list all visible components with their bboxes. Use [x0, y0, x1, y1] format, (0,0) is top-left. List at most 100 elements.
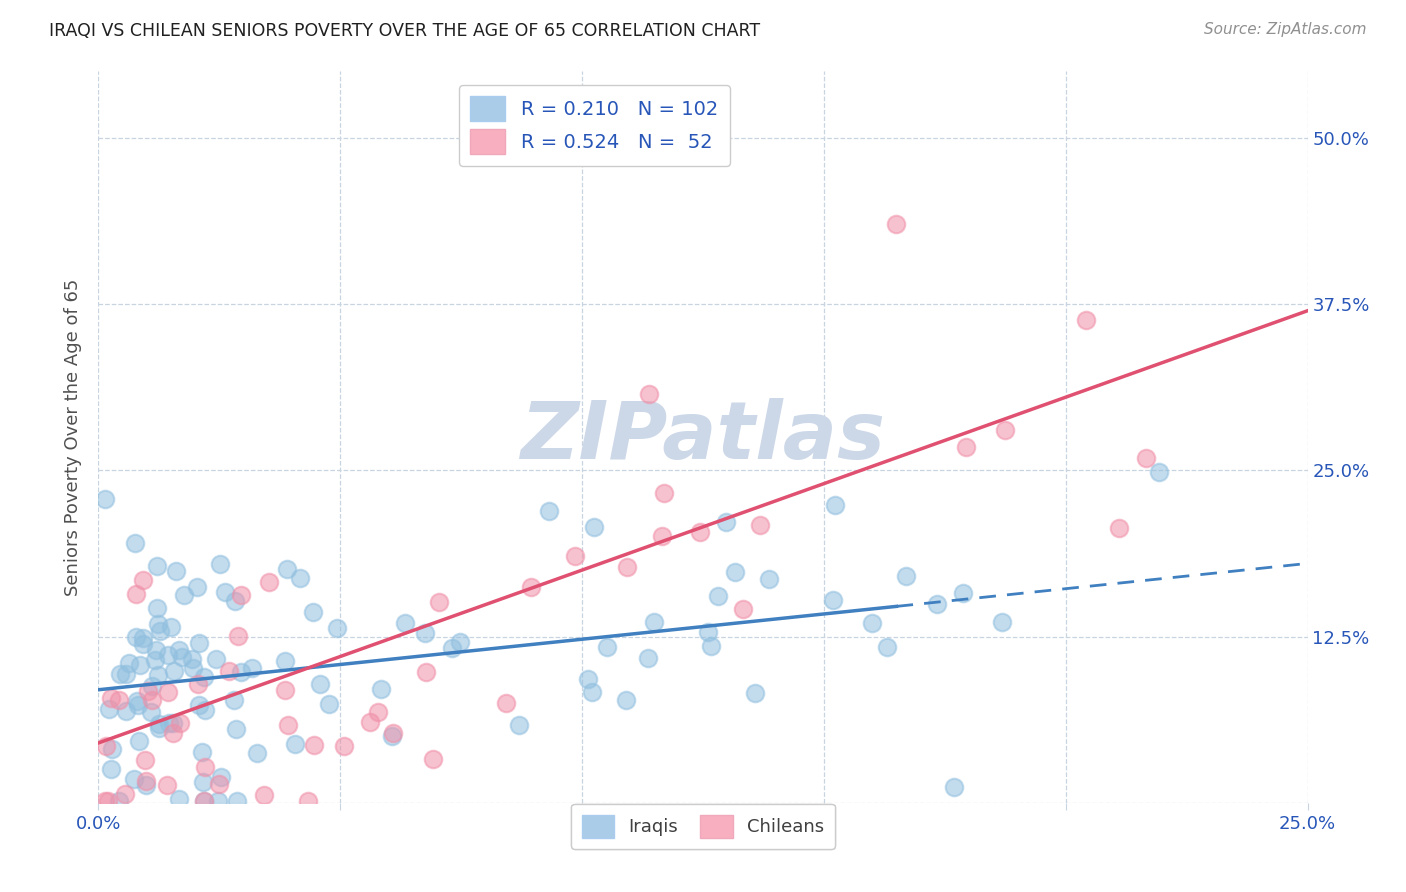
- Point: [108, 795, 131, 809]
- Point: [226, 629, 249, 643]
- Point: [97, 795, 120, 809]
- Point: [165, 564, 187, 578]
- Point: [135, 778, 157, 792]
- Point: [224, 594, 246, 608]
- Point: [181, 652, 204, 666]
- Point: [169, 716, 191, 731]
- Point: [240, 661, 263, 675]
- Point: [188, 698, 211, 712]
- Point: [716, 515, 738, 529]
- Point: [172, 649, 194, 664]
- Point: [148, 716, 170, 731]
- Point: [301, 605, 323, 619]
- Point: [370, 681, 392, 696]
- Point: [205, 652, 228, 666]
- Point: [860, 616, 883, 631]
- Point: [413, 626, 436, 640]
- Point: [167, 643, 190, 657]
- Point: [449, 634, 471, 648]
- Text: ZIPatlas: ZIPatlas: [520, 398, 886, 476]
- Point: [650, 528, 672, 542]
- Point: [156, 778, 179, 792]
- Point: [1135, 450, 1157, 465]
- Point: [229, 665, 252, 680]
- Point: [1074, 312, 1097, 326]
- Point: [576, 672, 599, 686]
- Point: [118, 656, 141, 670]
- Point: [167, 791, 190, 805]
- Point: [146, 617, 169, 632]
- Point: [689, 524, 711, 539]
- Point: [193, 795, 215, 809]
- Point: [229, 588, 252, 602]
- Point: [724, 565, 747, 579]
- Point: [304, 738, 326, 752]
- Point: [96, 739, 118, 754]
- Point: [876, 640, 898, 655]
- Point: [276, 562, 298, 576]
- Point: [193, 670, 215, 684]
- Point: [325, 621, 347, 635]
- Point: [955, 440, 977, 454]
- Point: [758, 572, 780, 586]
- Point: [136, 683, 159, 698]
- Point: [194, 760, 217, 774]
- Point: [824, 498, 846, 512]
- Point: [100, 691, 122, 706]
- Point: [994, 423, 1017, 437]
- Point: [100, 762, 122, 776]
- Point: [381, 729, 404, 743]
- Point: [520, 580, 543, 594]
- Point: [697, 624, 720, 639]
- Point: [132, 637, 155, 651]
- Point: [156, 684, 179, 698]
- Point: [749, 518, 772, 533]
- Point: [160, 620, 183, 634]
- Point: [207, 795, 229, 809]
- Point: [382, 725, 405, 739]
- Point: [125, 630, 148, 644]
- Point: [145, 643, 167, 657]
- Point: [367, 705, 389, 719]
- Text: Source: ZipAtlas.com: Source: ZipAtlas.com: [1204, 22, 1367, 37]
- Point: [124, 772, 146, 786]
- Point: [108, 667, 131, 681]
- Point: [132, 631, 155, 645]
- Point: [145, 653, 167, 667]
- Point: [614, 693, 637, 707]
- Point: [186, 580, 208, 594]
- Point: [128, 734, 150, 748]
- Point: [173, 588, 195, 602]
- Point: [209, 770, 232, 784]
- Point: [114, 787, 136, 801]
- Point: [277, 718, 299, 732]
- Point: [101, 741, 124, 756]
- Point: [162, 725, 184, 739]
- Point: [508, 718, 530, 732]
- Point: [194, 703, 217, 717]
- Point: [222, 693, 245, 707]
- Point: [273, 683, 295, 698]
- Point: [1108, 520, 1130, 534]
- Legend: Iraqis, Chileans: Iraqis, Chileans: [571, 804, 835, 848]
- Point: [127, 698, 149, 713]
- Point: [318, 698, 340, 712]
- Point: [115, 704, 138, 718]
- Point: [114, 666, 136, 681]
- Point: [135, 774, 157, 789]
- Point: [394, 615, 416, 630]
- Point: [288, 571, 311, 585]
- Point: [257, 574, 280, 589]
- Point: [297, 795, 319, 809]
- Point: [157, 715, 180, 730]
- Point: [1149, 465, 1171, 479]
- Point: [581, 685, 603, 699]
- Point: [990, 615, 1012, 629]
- Point: [187, 676, 209, 690]
- Point: [94, 491, 117, 506]
- Point: [181, 660, 204, 674]
- Point: [700, 639, 723, 653]
- Point: [652, 485, 675, 500]
- Point: [163, 665, 186, 679]
- Point: [886, 217, 908, 231]
